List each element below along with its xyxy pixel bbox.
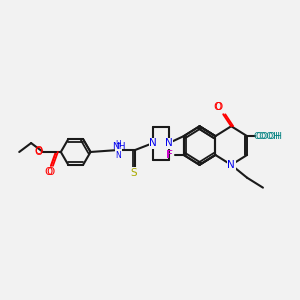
Text: N: N xyxy=(149,138,157,148)
Text: F: F xyxy=(166,150,172,160)
Text: N: N xyxy=(165,138,173,148)
Text: H
N: H N xyxy=(116,140,121,160)
Text: S: S xyxy=(131,168,137,178)
Text: O: O xyxy=(47,167,55,177)
Text: S: S xyxy=(132,170,139,180)
Text: O: O xyxy=(45,167,53,177)
Text: N: N xyxy=(227,160,235,170)
Text: O: O xyxy=(34,147,42,157)
Text: N: N xyxy=(149,138,157,148)
Text: F: F xyxy=(167,150,173,160)
Text: N: N xyxy=(165,138,173,148)
Text: COOH: COOH xyxy=(255,132,282,141)
Text: NH: NH xyxy=(112,142,126,151)
Text: N: N xyxy=(227,160,235,170)
Text: COOH: COOH xyxy=(254,132,280,141)
Text: O: O xyxy=(213,102,221,112)
Text: O: O xyxy=(214,102,223,112)
Text: O: O xyxy=(34,146,42,156)
